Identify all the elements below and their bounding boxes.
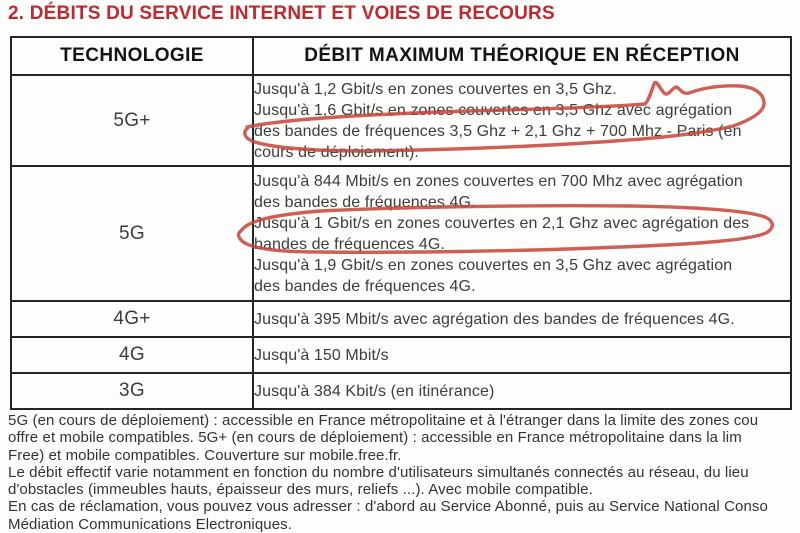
footnote-line: Médiation Communications Electroniques. xyxy=(8,515,293,533)
tech-label-5g: 5G xyxy=(10,165,254,302)
table-row-5g: 5G Jusqu'à 844 Mbit/s en zones couvertes… xyxy=(10,165,792,302)
page-title: 2. DÉBITS DU SERVICE INTERNET ET VOIES D… xyxy=(8,3,555,24)
table-row-4g: 4G Jusqu'à 150 Mbit/s xyxy=(10,336,792,374)
speed-cell-4g: Jusqu'à 150 Mbit/s xyxy=(252,336,792,374)
footnote-line: Le débit effectif varie notamment en fon… xyxy=(8,463,749,481)
header-debit-max: DÉBIT MAXIMUM THÉORIQUE EN RÉCEPTION xyxy=(252,36,792,76)
speed-line: des bandes de fréquences 3,5 Ghz + 2,1 G… xyxy=(254,122,742,140)
speed-line: Jusqu'à 1,6 Gbit/s en zones couvertes en… xyxy=(254,101,733,119)
speed-line: Jusqu'à 1 Gbit/s en zones couvertes en 2… xyxy=(254,214,750,232)
footnote-line: d'obstacles (immeubles hauts, épaisseur … xyxy=(8,481,593,499)
speed-table: TECHNOLOGIE DÉBIT MAXIMUM THÉORIQUE EN R… xyxy=(10,36,792,410)
speed-line: Jusqu'à 395 Mbit/s avec agrégation des b… xyxy=(254,310,735,328)
table-row-3g: 3G Jusqu'à 384 Kbit/s (en itinérance) xyxy=(10,372,792,410)
speed-line: bandes de fréquences 4G. xyxy=(254,235,445,253)
speed-line: Jusqu'à 1,2 Gbit/s en zones couvertes en… xyxy=(254,80,617,98)
tech-label-4gplus: 4G+ xyxy=(10,300,254,338)
speed-cell-3g: Jusqu'à 384 Kbit/s (en itinérance) xyxy=(252,372,792,410)
tech-label-3g: 3G xyxy=(10,372,254,410)
speed-cell-5g: Jusqu'à 844 Mbit/s en zones couvertes en… xyxy=(252,165,792,302)
table-header-row: TECHNOLOGIE DÉBIT MAXIMUM THÉORIQUE EN R… xyxy=(10,36,792,76)
tech-label-4g: 4G xyxy=(10,336,254,374)
speed-line: Jusqu'à 150 Mbit/s xyxy=(254,346,389,364)
speed-cell-4gplus: Jusqu'à 395 Mbit/s avec agrégation des b… xyxy=(252,300,792,338)
footnote-line: 5G (en cours de déploiement) : accessibl… xyxy=(8,412,759,429)
footnote-line: Free) et mobile compatibles. Couverture … xyxy=(8,446,402,464)
speed-line: Jusqu'à 384 Kbit/s (en itinérance) xyxy=(254,382,495,400)
speed-line: des bandes de fréquences 4G. xyxy=(254,193,476,211)
speed-line: Jusqu'à 1,9 Gbit/s en zones couvertes en… xyxy=(254,256,733,274)
speed-line: cours de déploiement). xyxy=(254,143,419,161)
footnotes-block: 5G (en cours de déploiement) : accessibl… xyxy=(8,412,800,533)
speed-line: des bandes de fréquences 4G. xyxy=(254,277,476,295)
header-technologie: TECHNOLOGIE xyxy=(10,36,254,76)
speed-cell-5gplus: Jusqu'à 1,2 Gbit/s en zones couvertes en… xyxy=(252,74,792,167)
table-row-4gplus: 4G+ Jusqu'à 395 Mbit/s avec agrégation d… xyxy=(10,300,792,338)
speed-line: Jusqu'à 844 Mbit/s en zones couvertes en… xyxy=(254,172,743,190)
tech-label-5gplus: 5G+ xyxy=(10,74,254,167)
footnote-line: offre et mobile compatibles. 5G+ (en cou… xyxy=(8,429,742,447)
footnote-line: En cas de réclamation, vous pouvez vous … xyxy=(8,498,768,516)
table-row-5gplus: 5G+ Jusqu'à 1,2 Gbit/s en zones couverte… xyxy=(10,74,792,167)
